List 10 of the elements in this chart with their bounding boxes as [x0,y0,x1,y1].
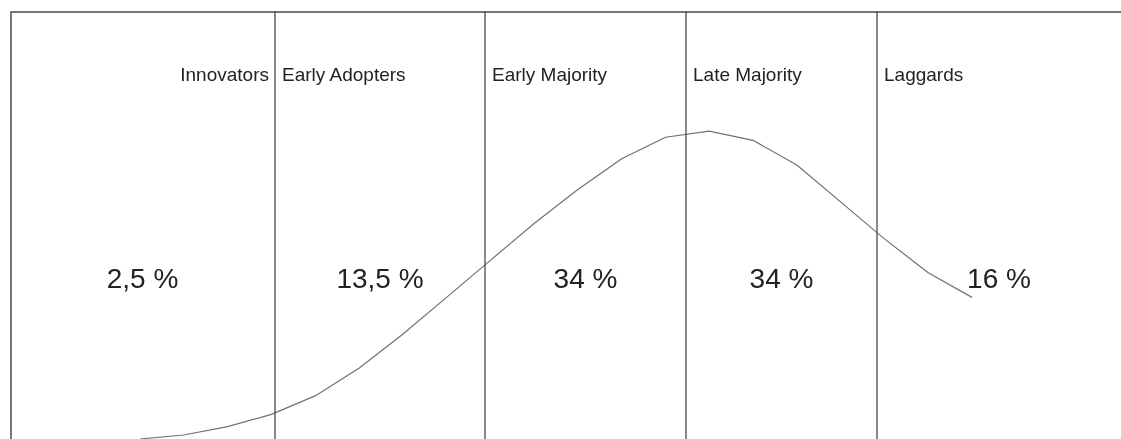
text: Laggards [884,64,964,85]
annotation: 2,5 % [106,263,179,294]
text: Early Adopters [282,64,406,85]
text: Innovators [180,64,269,85]
annotation: 16 % [967,263,1031,294]
text: Early Majority [492,64,608,85]
annotation: 34 % [749,263,814,294]
annotation: 13,5 % [336,263,424,294]
text: Late Majority [693,64,803,85]
annotation: 34 % [553,263,618,294]
